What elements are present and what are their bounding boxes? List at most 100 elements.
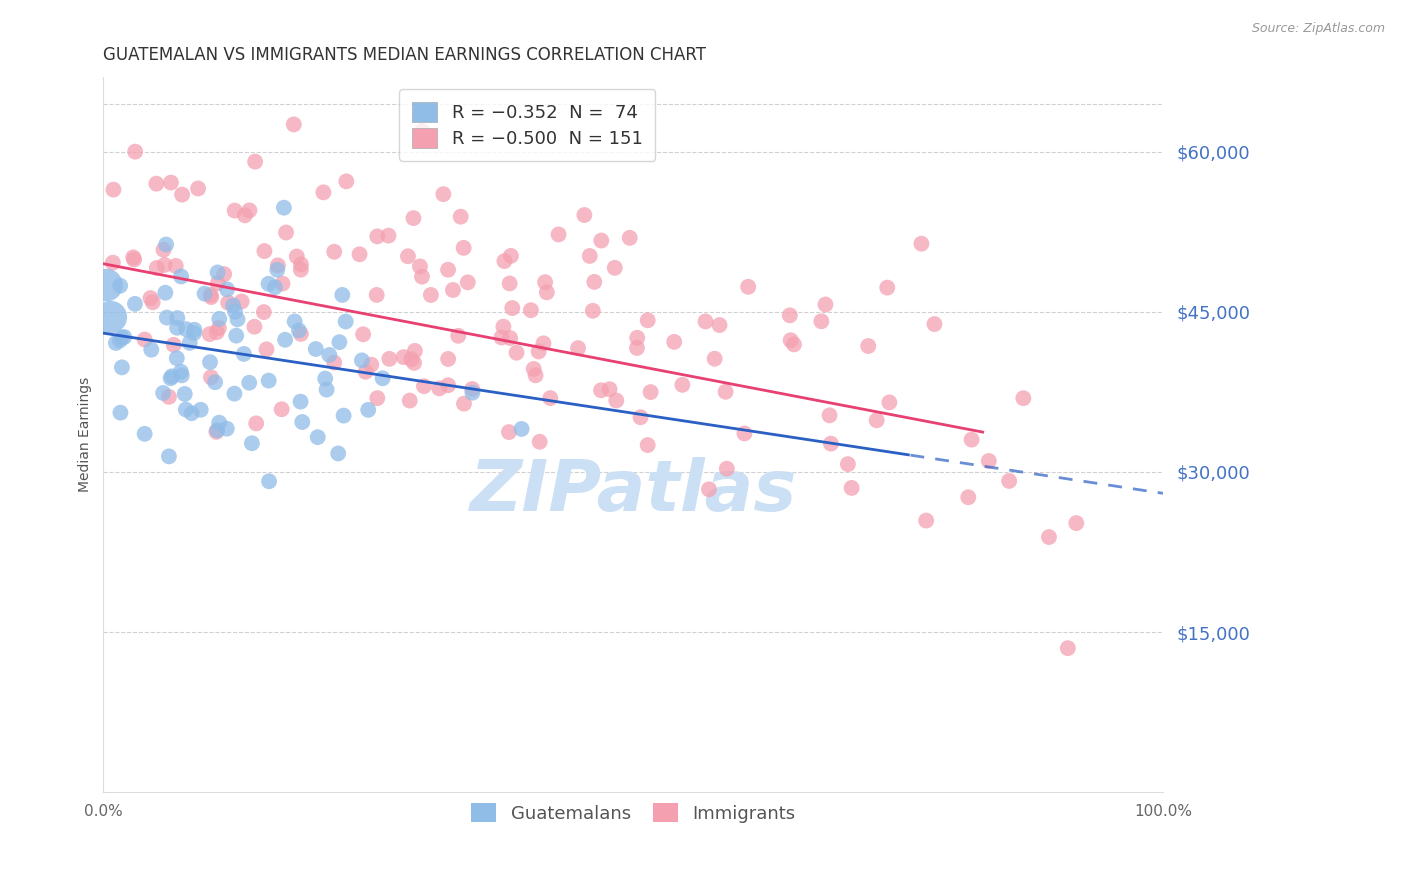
Point	[441, 283, 464, 297]
Point	[205, 423, 228, 437]
Point	[233, 208, 256, 222]
Point	[323, 244, 346, 259]
Point	[671, 377, 693, 392]
Point	[534, 275, 557, 289]
Point	[350, 353, 373, 368]
Point	[637, 438, 659, 452]
Point	[450, 210, 472, 224]
Point	[257, 374, 280, 388]
Point	[200, 370, 222, 384]
Point	[858, 339, 880, 353]
Point	[957, 490, 980, 504]
Point	[240, 436, 263, 450]
Point	[1056, 641, 1078, 656]
Point	[527, 344, 550, 359]
Point	[630, 410, 652, 425]
Point	[591, 234, 613, 248]
Point	[366, 229, 388, 244]
Point	[377, 228, 399, 243]
Point	[290, 257, 312, 271]
Point	[141, 343, 163, 357]
Point	[876, 280, 898, 294]
Point	[413, 379, 436, 393]
Legend: Guatemalans, Immigrants: Guatemalans, Immigrants	[464, 796, 803, 830]
Point	[101, 255, 124, 269]
Point	[224, 304, 246, 318]
Point	[226, 312, 249, 326]
Point	[447, 328, 470, 343]
Point	[536, 285, 558, 300]
Point	[505, 345, 527, 359]
Point	[183, 323, 205, 337]
Point	[866, 413, 889, 427]
Point	[166, 320, 188, 334]
Point	[238, 376, 260, 390]
Point	[371, 371, 394, 385]
Point	[256, 343, 278, 357]
Point	[170, 269, 193, 284]
Point	[354, 365, 377, 379]
Point	[253, 244, 276, 258]
Point	[432, 187, 454, 202]
Point	[1066, 516, 1088, 530]
Point	[315, 383, 337, 397]
Point	[603, 260, 626, 275]
Point	[152, 243, 174, 257]
Point	[335, 314, 357, 328]
Point	[398, 393, 420, 408]
Point	[180, 406, 202, 420]
Point	[589, 384, 612, 398]
Point	[111, 360, 134, 375]
Point	[155, 237, 177, 252]
Point	[225, 328, 247, 343]
Point	[404, 343, 426, 358]
Point	[274, 333, 297, 347]
Point	[142, 295, 165, 310]
Point	[578, 249, 600, 263]
Point	[271, 277, 294, 291]
Point	[396, 249, 419, 263]
Point	[453, 241, 475, 255]
Point	[134, 426, 156, 441]
Point	[238, 203, 260, 218]
Point	[349, 247, 371, 261]
Point	[499, 331, 522, 345]
Point	[366, 391, 388, 405]
Point	[108, 278, 131, 293]
Point	[714, 384, 737, 399]
Point	[924, 317, 946, 331]
Point	[582, 303, 605, 318]
Point	[170, 368, 193, 383]
Point	[533, 336, 555, 351]
Point	[640, 385, 662, 400]
Point	[200, 288, 222, 302]
Point	[110, 406, 132, 420]
Point	[437, 262, 460, 277]
Point	[215, 422, 238, 436]
Point	[626, 341, 648, 355]
Point	[716, 461, 738, 475]
Point	[285, 250, 308, 264]
Point	[820, 436, 842, 450]
Point	[205, 425, 228, 439]
Point	[96, 278, 118, 293]
Point	[335, 174, 357, 188]
Point	[583, 275, 606, 289]
Point	[330, 288, 353, 302]
Point	[411, 124, 433, 138]
Point	[510, 422, 533, 436]
Point	[212, 267, 235, 281]
Point	[179, 335, 201, 350]
Point	[328, 446, 350, 460]
Point	[266, 262, 288, 277]
Point	[291, 415, 314, 429]
Point	[366, 288, 388, 302]
Point	[404, 356, 426, 370]
Point	[529, 434, 551, 449]
Point	[538, 391, 561, 405]
Point	[915, 514, 938, 528]
Point	[323, 355, 346, 369]
Point	[810, 314, 832, 328]
Point	[695, 314, 717, 328]
Point	[245, 417, 267, 431]
